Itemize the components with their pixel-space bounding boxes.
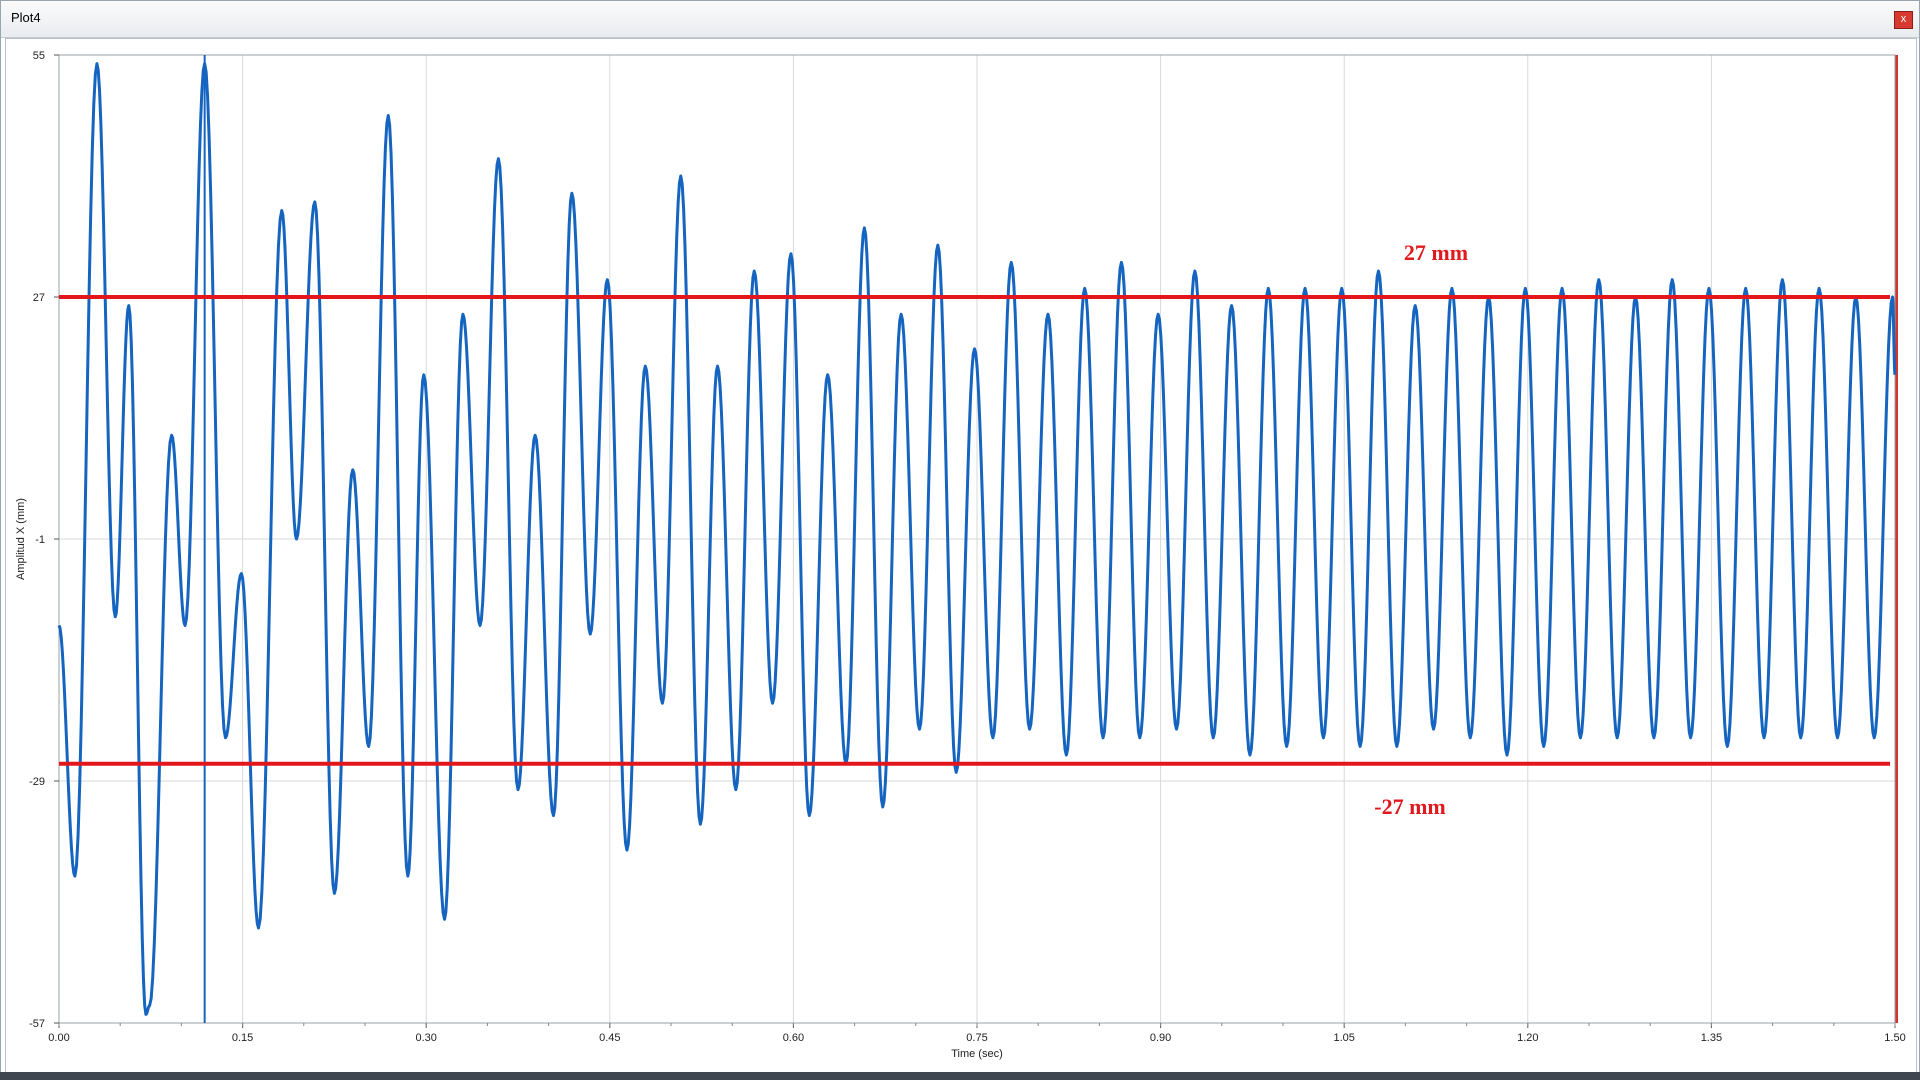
series-line-amplitude	[57, 62, 1897, 1016]
x-tick-label: 1.20	[1517, 1032, 1538, 1044]
series-layer	[57, 55, 1897, 1023]
grid-layer	[58, 54, 1896, 1024]
y-tick-label: 27	[33, 292, 45, 304]
x-tick-label: 0.60	[783, 1032, 804, 1044]
x-tick-label: 1.35	[1701, 1032, 1722, 1044]
x-axis-label: Time (sec)	[951, 1048, 1003, 1060]
bottom-taskbar-strip	[0, 1072, 1920, 1080]
y-tick-label: -57	[29, 1018, 45, 1030]
title-bar[interactable]: Plot4 x	[1, 1, 1919, 38]
y-tick-label: 55	[33, 50, 45, 62]
right-edge-accent	[1895, 55, 1898, 1023]
y-tick-label: -29	[29, 776, 45, 788]
x-tick-label: 1.50	[1884, 1032, 1905, 1044]
tick-layer: 0.00 0.15 0.30 0.45 0.60 0.75 0.90 1.05 1.20 1.35…	[29, 50, 1906, 1044]
x-tick-label: 0.90	[1150, 1032, 1171, 1044]
close-button[interactable]: x	[1894, 11, 1913, 29]
y-axis-label: Amplitud X (mm)	[15, 498, 27, 580]
x-tick-label: 0.45	[599, 1032, 620, 1044]
y-tick-label: -1	[35, 534, 45, 546]
x-tick-label: 0.00	[48, 1032, 69, 1044]
x-tick-label: 1.05	[1333, 1032, 1354, 1044]
reference-label: -27 mm	[1374, 794, 1445, 819]
reference-layer: 27 mm -27 mm	[59, 240, 1890, 819]
x-tick-label: 0.15	[232, 1032, 253, 1044]
reference-label: 27 mm	[1404, 240, 1468, 265]
x-tick-label: 0.30	[415, 1032, 436, 1044]
window-title: Plot4	[11, 10, 41, 25]
x-tick-label: 0.75	[966, 1032, 987, 1044]
